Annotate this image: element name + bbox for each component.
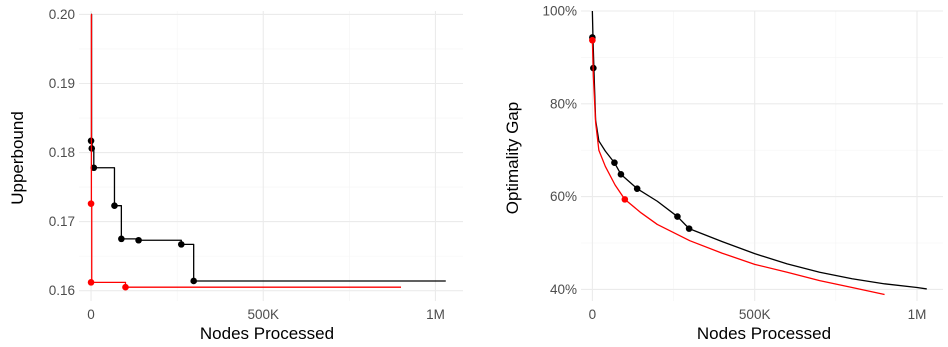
upperbound-y-tick-label: 0.18 (49, 145, 75, 160)
gap-x-tick-label: 500K (739, 307, 771, 322)
upperbound-series-1-point (111, 202, 118, 210)
gap-series-2-line (591, 38, 885, 296)
gap-x-axis-title: Nodes Processed (697, 324, 831, 343)
upperbound-y-tick-label: 0.17 (49, 214, 75, 229)
gap-ticks: 0 500K 1M 40% 60% 80% 100% (542, 4, 926, 323)
upperbound-series-2-point (122, 283, 129, 291)
upperbound-series-1-line (90, 13, 446, 282)
upperbound-series-1-point (118, 235, 125, 243)
gap-y-tick-label: 80% (550, 96, 577, 111)
upperbound-y-tick-label: 0.16 (49, 283, 75, 298)
upperbound-ticks: 0 500K 1M 0.16 0.17 0.18 0.19 0.20 (49, 7, 445, 322)
upperbound-x-tick-label: 1M (426, 307, 445, 322)
upperbound-series-2-point (87, 200, 95, 207)
gap-y-tick-label: 100% (542, 4, 577, 19)
upperbound-grid (79, 11, 463, 301)
gap-x-tick-label: 1M (908, 307, 927, 322)
gap-series-2-point (621, 196, 629, 203)
gap-grid (581, 10, 943, 301)
upperbound-series-1-point (190, 277, 197, 285)
upperbound-series-1-point (90, 164, 98, 172)
upperbound-y-tick-label: 0.19 (49, 76, 75, 91)
gap-series-1-point (633, 185, 641, 193)
optimality-gap-chart: 0 500K 1M 40% 60% 80% 100% Nodes Processed Opt… (503, 4, 943, 343)
upperbound-x-axis-title: Nodes Processed (200, 324, 334, 343)
gap-series-1-point (674, 213, 681, 220)
gap-y-tick-label: 60% (550, 189, 577, 204)
upperbound-series-2-point (87, 279, 95, 286)
upperbound-y-axis-title: Upperbound (8, 111, 27, 205)
gap-series-1-point (685, 225, 693, 232)
gap-series-1-point (617, 171, 625, 178)
upperbound-x-tick-label: 0 (87, 307, 95, 322)
gap-y-axis-title: Optimality Gap (503, 102, 522, 214)
upperbound-chart: 0 500K 1M 0.16 0.17 0.18 0.19 0.20 Nodes Proces… (8, 7, 463, 343)
upperbound-series (87, 13, 446, 291)
upperbound-series-1-point (135, 236, 142, 244)
gap-x-tick-label: 0 (589, 307, 597, 322)
gap-series-2-point (589, 36, 596, 44)
upperbound-series-2-line (90, 13, 402, 288)
gap-series (589, 10, 927, 296)
upperbound-y-tick-label: 0.20 (49, 7, 75, 22)
upperbound-x-tick-label: 500K (247, 307, 279, 322)
upperbound-series-1-point (177, 241, 185, 248)
gap-series-1-point (611, 159, 618, 167)
gap-y-tick-label: 40% (550, 282, 577, 297)
